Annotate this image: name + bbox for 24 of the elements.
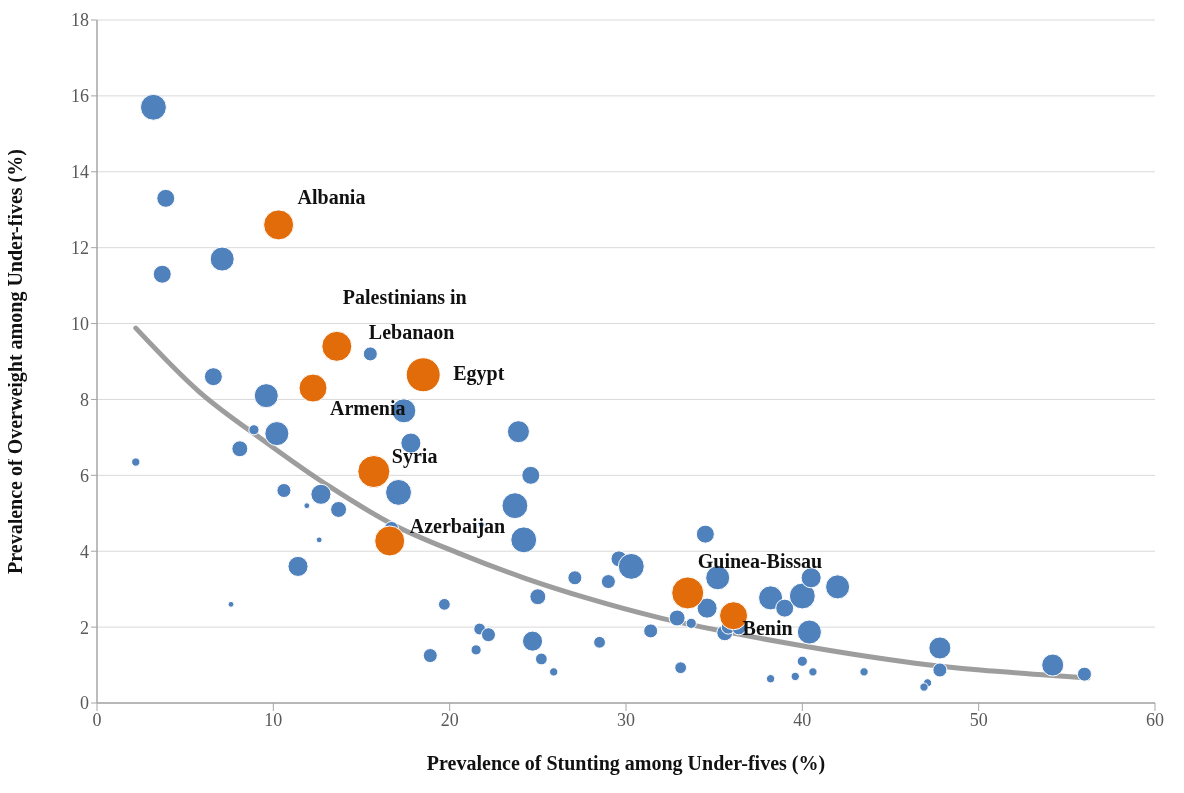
y-tick-label: 10 — [71, 313, 89, 334]
annotation: Azerbaijan — [409, 514, 506, 538]
y-tick-label: 14 — [71, 162, 89, 183]
x-tick-label: 60 — [1146, 709, 1164, 730]
y-tick-label: 0 — [80, 693, 89, 714]
x-tick-label: 30 — [617, 709, 635, 730]
y-tick-label: 8 — [80, 389, 89, 410]
annotation: Guinea-Bissau — [697, 549, 823, 572]
y-tick-label: 4 — [80, 541, 89, 562]
x-tick-label: 20 — [440, 709, 459, 730]
annotation: Egypt — [453, 361, 505, 385]
x-tick-label: 40 — [793, 709, 812, 730]
x-tick-label: 10 — [264, 709, 283, 730]
x-axis-title: Prevalence of Stunting among Under-fives (%) — [426, 752, 826, 775]
y-axis-title: Prevalence of Overweight among Under-fives (%) — [4, 149, 28, 574]
annotation: Syria — [391, 444, 438, 468]
y-tick-label: 6 — [80, 465, 89, 486]
annotation: Albania — [297, 185, 366, 208]
x-tick-label: 50 — [969, 709, 988, 730]
y-tick-label: 2 — [80, 617, 89, 638]
y-tick-label: 12 — [71, 238, 89, 259]
y-tick-label: 18 — [71, 10, 89, 31]
y-tick-label: 16 — [71, 86, 89, 107]
annotation: Palestinians in Lebanaon — [342, 285, 467, 343]
